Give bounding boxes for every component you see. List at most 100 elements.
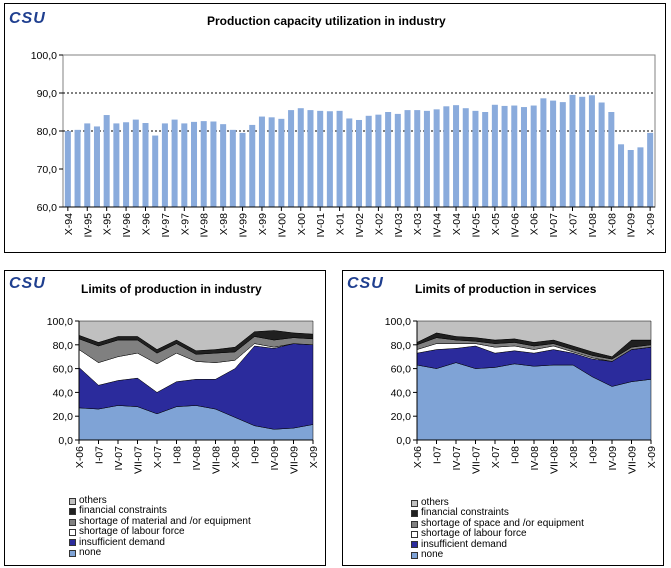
legend-swatch xyxy=(411,520,418,528)
bar xyxy=(637,147,644,207)
legend-item-demand: insufficient demand xyxy=(411,539,584,550)
legend-item-others: others xyxy=(69,495,251,506)
x-tick-label: IV-05 xyxy=(470,213,482,238)
bar xyxy=(297,108,304,207)
y-tick-label: 100,0 xyxy=(31,50,57,62)
bar xyxy=(123,122,130,207)
legend-swatch xyxy=(69,497,76,505)
y-tick-label: 20,0 xyxy=(391,411,412,423)
bar xyxy=(559,102,566,207)
bar xyxy=(453,105,460,207)
legend-swatch xyxy=(411,530,418,538)
x-tick-label: IV-02 xyxy=(354,213,366,238)
x-tick-label: IV-95 xyxy=(82,213,94,238)
x-tick-label: IV-04 xyxy=(432,213,444,238)
x-tick-label: X-08 xyxy=(230,446,242,468)
bar xyxy=(423,110,430,207)
bar xyxy=(627,150,634,207)
bar xyxy=(307,110,314,207)
bar xyxy=(443,106,450,207)
x-tick-label: IV-97 xyxy=(160,213,172,238)
bar xyxy=(181,123,188,207)
csu-logo-industry: CSU xyxy=(9,275,46,292)
bar xyxy=(288,110,295,207)
bar xyxy=(375,114,382,207)
legend-item-space: shortage of space and /or equipment xyxy=(411,518,584,529)
x-tick-label: IV-07 xyxy=(451,446,463,471)
area-series-others xyxy=(78,320,314,352)
x-tick-label: I-07 xyxy=(94,446,106,464)
legend-swatch xyxy=(69,528,76,536)
x-tick-label: IV-06 xyxy=(509,213,521,238)
x-tick-label: X-07 xyxy=(152,446,164,468)
y-tick-label: 0,0 xyxy=(58,435,73,447)
legend-item-material: shortage of material and /or equipment xyxy=(69,516,251,527)
bar xyxy=(191,121,198,207)
bar xyxy=(472,110,479,207)
services-legend: others financial constraints shortage of… xyxy=(411,497,584,560)
bar xyxy=(482,112,489,207)
chart-title-industry: Limits of production in industry xyxy=(81,282,262,296)
x-tick-label: X-95 xyxy=(102,213,114,235)
y-tick-label: 100,0 xyxy=(47,316,73,328)
bar xyxy=(64,131,71,207)
bar xyxy=(132,119,139,207)
bar xyxy=(414,110,421,207)
bar xyxy=(113,123,120,207)
x-tick-label: VII-08 xyxy=(549,446,561,474)
legend-swatch xyxy=(69,508,76,516)
x-tick-label: IV-00 xyxy=(276,213,288,238)
bar xyxy=(200,121,207,207)
x-tick-label: I-08 xyxy=(172,446,184,464)
bar xyxy=(171,119,178,207)
bar xyxy=(647,132,654,207)
y-tick-label: 40,0 xyxy=(391,387,412,399)
x-tick-label: X-08 xyxy=(606,213,618,235)
services-limits-panel: CSU Limits of production in services 0,0… xyxy=(342,270,664,566)
x-tick-label: I-07 xyxy=(432,446,444,464)
bar xyxy=(520,107,527,207)
y-tick-label: 0,0 xyxy=(396,435,411,447)
x-tick-label: VII-09 xyxy=(627,446,639,474)
bar xyxy=(355,119,363,207)
bar xyxy=(278,118,285,207)
x-tick-label: X-98 xyxy=(218,213,230,235)
legend-swatch xyxy=(411,510,418,518)
bar xyxy=(540,98,547,207)
bar xyxy=(161,123,168,207)
bar xyxy=(93,126,100,207)
industry-legend: others financial constraints shortage of… xyxy=(69,495,251,558)
legend-item-labour: shortage of labour force xyxy=(69,526,251,537)
bar xyxy=(152,135,159,207)
legend-swatch xyxy=(411,499,418,507)
y-tick-label: 90,0 xyxy=(37,88,58,100)
csu-logo: CSU xyxy=(9,10,46,27)
y-tick-label: 40,0 xyxy=(53,387,74,399)
x-tick-label: X-09 xyxy=(308,446,320,468)
chart-title-capacity: Production capacity utilization in indus… xyxy=(207,14,446,28)
legend-swatch xyxy=(411,541,418,549)
industry-area-chart: 0,0 20,0 40,0 60,0 80,0 100,0 X-06 I-07 IV-07 VII… xyxy=(47,316,320,474)
x-tick-label: IV-07 xyxy=(548,213,560,238)
y-tick-label: 80,0 xyxy=(391,340,412,352)
y-tick-label: 60,0 xyxy=(37,202,58,214)
industry-limits-panel: CSU Limits of production in industry 0,0… xyxy=(4,270,326,566)
x-tick-label: IV-08 xyxy=(191,446,203,471)
y-tick-label: 20,0 xyxy=(53,411,74,423)
x-tick-label: IV-98 xyxy=(199,213,211,238)
bar xyxy=(579,96,586,207)
bar xyxy=(220,124,227,207)
x-tick-label: IV-99 xyxy=(238,213,250,238)
x-tick-label: X-04 xyxy=(451,213,463,235)
x-tick-label: VII-08 xyxy=(211,446,223,474)
bar xyxy=(365,115,372,207)
legend-item-demand: insufficient demand xyxy=(69,537,251,548)
bar xyxy=(84,123,91,207)
x-tick-label: IV-09 xyxy=(626,213,638,238)
legend-swatch xyxy=(69,539,76,547)
csu-logo-services: CSU xyxy=(347,275,384,292)
x-tick-label: IV-09 xyxy=(607,446,619,471)
x-tick-label: X-96 xyxy=(140,213,152,235)
x-tick-label: IV-09 xyxy=(269,446,281,471)
bar xyxy=(501,105,508,207)
